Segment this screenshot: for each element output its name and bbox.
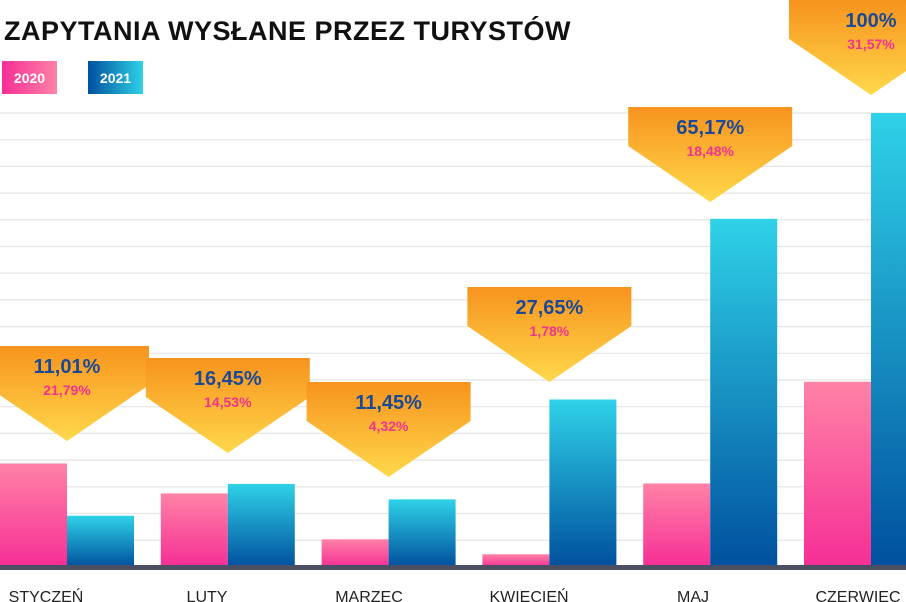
annotation-badge: 11,01% 21,79% (0, 346, 149, 441)
bar-2020 (643, 483, 711, 567)
data-label-2021: 16,45% (194, 368, 262, 390)
bar-2021 (871, 113, 906, 567)
bar-2021 (710, 218, 778, 568)
data-label-2021: 65,17% (676, 117, 744, 139)
bar-2021 (388, 499, 456, 567)
x-tick-label: KWIECIEŃ (489, 587, 568, 602)
badge-shape (0, 346, 149, 441)
bar-2021 (67, 515, 134, 567)
bar-2021 (227, 483, 295, 567)
data-label-2020: 1,78% (530, 323, 570, 339)
bar-2021 (549, 399, 617, 567)
annotation-badges: 11,01% 21,79% 16,45% 14,53% 11,45% 4,32% 27,65… (0, 0, 906, 477)
data-label-2020: 31,57% (847, 36, 895, 52)
x-tick-label: STYCZEŃ (9, 587, 84, 602)
legend-2021: 2021 (88, 61, 143, 94)
x-tick-label: MAJ (677, 589, 709, 602)
badge-shape (306, 382, 471, 477)
x-axis-line (0, 565, 906, 570)
bar-2020 (482, 554, 550, 567)
data-label-2020: 14,53% (204, 394, 252, 410)
data-label-2021: 100% (845, 10, 896, 32)
data-label-2021: 27,65% (515, 297, 583, 319)
bars (0, 113, 906, 568)
annotation-badge: 16,45% 14,53% (145, 358, 310, 453)
data-label-2020: 21,79% (43, 382, 91, 398)
badge-shape (467, 287, 632, 382)
data-label-2020: 4,32% (369, 418, 409, 434)
bar-2020 (804, 381, 871, 567)
annotation-badge: 27,65% 1,78% (467, 287, 632, 382)
data-label-2020: 18,48% (686, 143, 734, 159)
badge-shape (628, 107, 793, 202)
bar-2020 (160, 493, 228, 567)
legend-2020: 2020 (2, 61, 57, 94)
x-tick-label: LUTY (187, 589, 228, 602)
annotation-badge: 11,45% 4,32% (306, 382, 471, 477)
data-label-2021: 11,45% (355, 392, 422, 414)
x-tick-label: CZERWIEC (815, 589, 900, 602)
x-tick-label: MARZEC (335, 589, 403, 602)
annotation-badge: 65,17% 18,48% (628, 107, 793, 202)
bar-2020 (0, 463, 67, 567)
annotation-badge: 100% 31,57% (789, 0, 906, 95)
x-axis: STYCZEŃ LUTY MARZEC KWIECIEŃ MAJ CZERWIEC (0, 565, 906, 602)
badge-shape (145, 358, 310, 453)
badge-shape (789, 0, 906, 95)
data-label-2021: 11,01% (34, 356, 101, 378)
chart-title: ZAPYTANIA WYSŁANE PRZEZ TURYSTÓW (4, 16, 571, 46)
bar-2020 (321, 539, 389, 567)
